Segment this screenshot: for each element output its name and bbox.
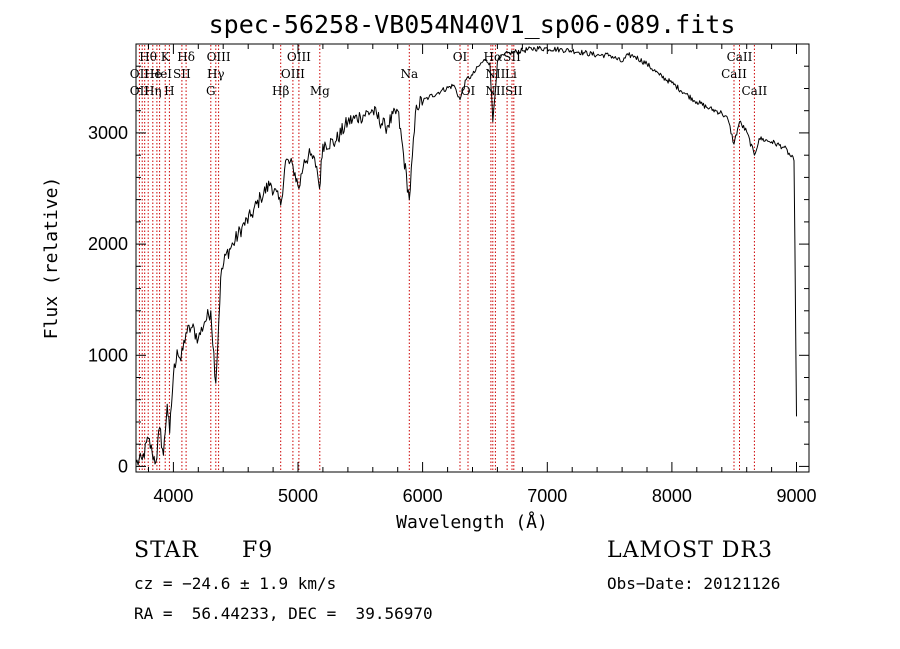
y-tick-label: 2000: [88, 234, 128, 254]
line-marker-label: SII: [503, 50, 521, 64]
line-marker-label: OIII: [281, 67, 305, 81]
y-tick-label: 1000: [88, 345, 128, 365]
line-marker-label: CaII: [727, 50, 753, 64]
line-marker-label: Hα: [484, 50, 503, 64]
line-marker-label: OI: [453, 50, 468, 64]
line-marker-label: OIII: [287, 50, 311, 64]
y-axis: 0 1000 2000 3000: [88, 65, 809, 476]
x-axis-label: Wavelength (Å): [396, 511, 548, 533]
line-marker-label: Mg: [310, 84, 330, 98]
line-marker-label: HeI: [150, 67, 173, 81]
line-marker-label: Hδ: [177, 50, 195, 64]
x-tick-label: 4000: [153, 486, 193, 506]
line-marker-label: Hθ: [139, 50, 157, 64]
line-marker-label: Li: [505, 67, 517, 81]
object-subclass: F9: [242, 538, 274, 563]
line-marker-label: Hη: [144, 84, 162, 98]
x-tick-label: 5000: [278, 486, 318, 506]
spectrum-line: [135, 45, 797, 466]
object-class: STAR: [134, 538, 199, 563]
x-tick-label: 7000: [527, 486, 567, 506]
line-marker-label: Na: [400, 67, 418, 81]
line-marker-label: H: [164, 84, 174, 98]
coordinates: RA = 56.44233, DEC = 39.56970: [134, 604, 433, 623]
y-tick-label: 0: [118, 456, 128, 476]
line-marker-label: CaII: [741, 84, 767, 98]
line-marker-label: Hβ: [272, 84, 289, 98]
line-marker-label: SII: [173, 67, 191, 81]
y-axis-label: Flux (relative): [41, 177, 62, 340]
x-tick-label: 6000: [403, 486, 443, 506]
line-marker-label: NII: [485, 67, 505, 81]
line-marker-label: OIII: [207, 50, 231, 64]
chart-title: spec-56258-VB054N40V1_sp06-089.fits: [209, 10, 736, 39]
line-marker-label: SII: [505, 84, 523, 98]
y-tick-label: 3000: [88, 123, 128, 143]
line-marker-label: K: [161, 50, 171, 64]
line-marker-label: OII: [130, 67, 150, 81]
line-marker-label: G: [206, 84, 216, 98]
line-marker-label: He: [144, 67, 162, 81]
redshift-value: cz = −24.6 ± 1.9 km/s: [134, 574, 337, 593]
observation-date: Obs−Date: 20121126: [607, 574, 781, 593]
x-tick-label: 8000: [652, 486, 692, 506]
x-tick-label: 9000: [776, 486, 816, 506]
x-axis: 4000 5000 6000 7000 8000 9000: [148, 44, 817, 506]
line-marker-label: OII: [130, 84, 150, 98]
line-marker-label: CaII: [721, 67, 747, 81]
line-markers: [138, 45, 755, 472]
survey-name: LAMOST DR3: [607, 538, 773, 563]
line-marker-label: Hγ: [207, 67, 225, 81]
spectrum-series: [135, 45, 797, 466]
